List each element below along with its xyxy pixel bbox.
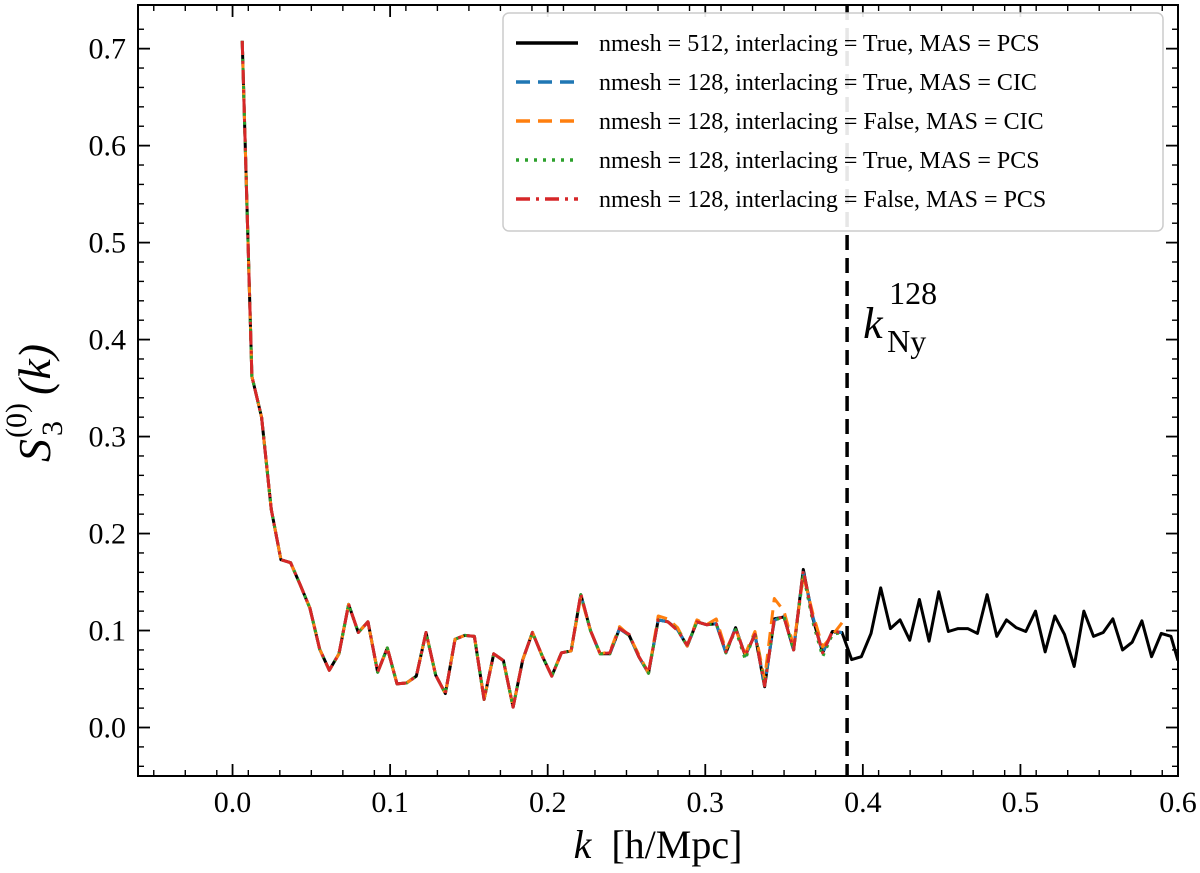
legend-label-3: nmesh = 128, interlacing = False, MAS = … [599, 109, 1044, 135]
series-line-5 [240, 40, 843, 709]
y-tick-label: 0.6 [89, 130, 127, 163]
nyquist-label: k [863, 299, 884, 348]
x-tick-label: 0.4 [844, 786, 882, 819]
x-tick-label: 0.5 [1002, 786, 1040, 819]
y-tick-labels: 0.0 0.1 0.2 0.3 0.4 0.5 0.6 0.7 [89, 33, 127, 745]
legend-label-5: nmesh = 128, interlacing = False, MAS = … [599, 187, 1046, 213]
x-tick-label: 0.1 [371, 786, 409, 819]
legend: nmesh = 512, interlacing = True, MAS = P… [502, 12, 1164, 232]
y-tick-label: 0.1 [89, 615, 127, 648]
plot-frame [137, 4, 1179, 777]
x-tick-labels: 0.0 0.1 0.2 0.3 0.4 0.5 0.6 [214, 786, 1197, 819]
nyquist-label-subscript: Ny [887, 323, 926, 359]
y-tick-label: 0.4 [89, 324, 127, 357]
svg-text:(0): (0) [0, 403, 33, 438]
y-tick-label: 0.2 [89, 518, 127, 551]
legend-label-2: nmesh = 128, interlacing = True, MAS = C… [599, 70, 1037, 96]
y-tick-label: 0.0 [89, 712, 127, 745]
series-line-3 [240, 40, 844, 709]
x-tick-label: 0.6 [1159, 786, 1197, 819]
y-axis-label: S 3 (0) (k) [0, 344, 69, 462]
svg-text:(k): (k) [9, 344, 60, 395]
y-tick-label: 0.7 [89, 33, 127, 66]
x-tick-label: 0.2 [529, 786, 567, 819]
svg-text:3: 3 [36, 421, 69, 436]
legend-box [502, 12, 1164, 232]
nyquist-label-superscript: 128 [889, 275, 937, 311]
svg-text:S: S [9, 439, 60, 462]
legend-label-4: nmesh = 128, interlacing = True, MAS = P… [599, 148, 1040, 174]
y-tick-label: 0.5 [89, 227, 127, 260]
x-tick-label: 0.0 [214, 786, 252, 819]
legend-label-1: nmesh = 512, interlacing = True, MAS = P… [599, 31, 1040, 57]
y-tick-label: 0.3 [89, 421, 127, 454]
series-layer [240, 40, 1178, 709]
x-tick-label: 0.3 [687, 786, 725, 819]
x-axis-label: k [h/Mpc] [574, 822, 743, 867]
